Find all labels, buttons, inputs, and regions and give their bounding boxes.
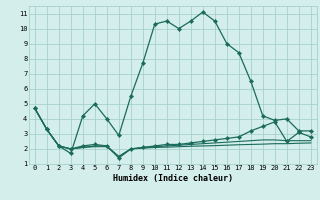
X-axis label: Humidex (Indice chaleur): Humidex (Indice chaleur) [113,174,233,183]
